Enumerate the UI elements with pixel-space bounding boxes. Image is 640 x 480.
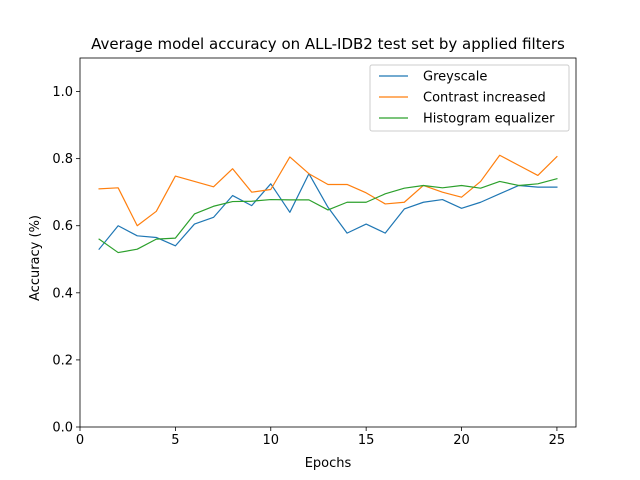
y-tick-label: 0.0 — [52, 421, 73, 436]
x-tick-label: 5 — [171, 433, 179, 448]
x-tick-label: 20 — [453, 433, 470, 448]
axes-frame — [79, 57, 577, 428]
x-tick-label: 0 — [76, 433, 84, 448]
series-line-1 — [98, 173, 558, 251]
y-axis-label: Accuracy (%) — [28, 215, 43, 301]
series-line-2 — [98, 154, 558, 227]
legend: Greyscale Contrast increased Histogram equ… — [369, 64, 570, 132]
y-tick-label: 0.6 — [52, 219, 73, 234]
y-tick-label: 0.4 — [52, 286, 73, 301]
x-tick-label: 10 — [262, 433, 279, 448]
legend-box — [369, 64, 570, 132]
y-tick-label: 0.2 — [52, 353, 73, 368]
x-axis-label: Epochs — [305, 456, 352, 471]
y-tick-label: 0.8 — [52, 152, 73, 167]
plot-area: 0 5 10 15 20 25 0.0 0.2 0.4 0.6 0.8 1.0 — [52, 57, 577, 448]
x-tick-label: 25 — [549, 433, 566, 448]
legend-label-2: Contrast increased — [423, 91, 546, 106]
chart-title: Average model accuracy on ALL-IDB2 test … — [91, 35, 565, 53]
x-tick-label: 15 — [358, 433, 375, 448]
legend-label-3: Histogram equalizer — [423, 112, 555, 127]
legend-label-1: Greyscale — [423, 70, 487, 85]
y-tick-label: 1.0 — [52, 85, 73, 100]
series-line-3 — [98, 178, 558, 254]
